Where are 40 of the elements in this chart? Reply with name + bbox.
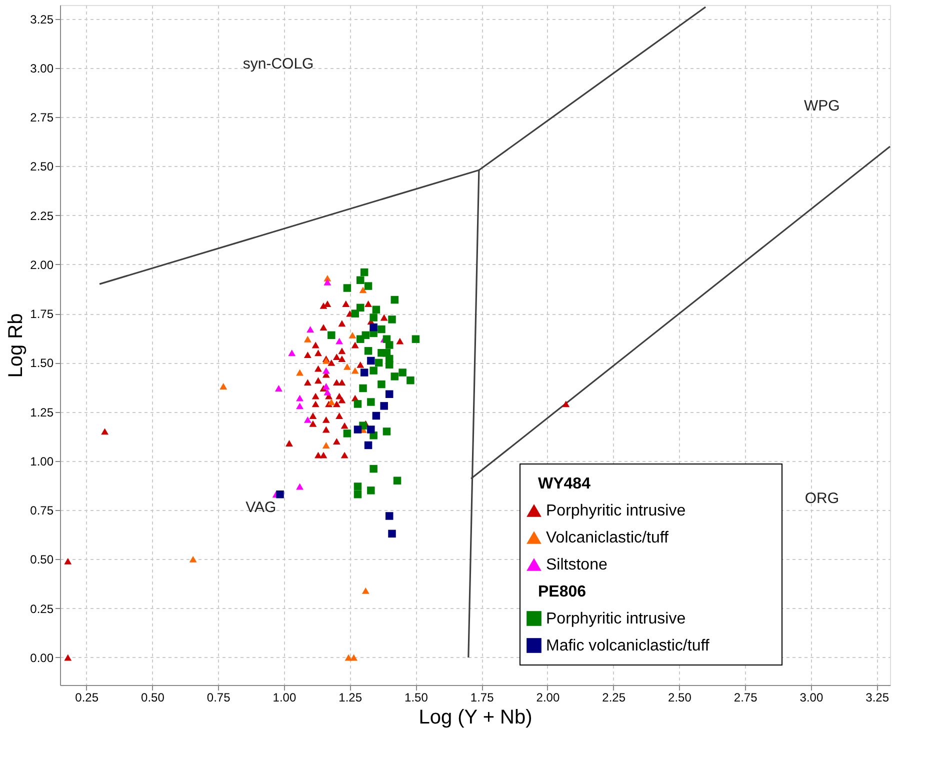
annotation: WY484	[538, 476, 591, 492]
x-tick-label: 0.50	[141, 690, 165, 704]
x-tick-label: 2.00	[536, 690, 560, 704]
legend-label: Porphyritic intrusive	[546, 502, 686, 520]
y-tick-label: 0.50	[30, 552, 54, 567]
y-tick-label: 3.25	[30, 12, 54, 26]
x-tick-label: 2.25	[602, 690, 626, 704]
y-tick-label: 0.25	[30, 602, 54, 616]
x-tick-label: 1.25	[338, 690, 362, 704]
annotation: VAG	[246, 498, 276, 516]
y-tick-label: 0.75	[30, 504, 54, 518]
annotation: WPG	[804, 98, 840, 115]
x-tick-label: 1.50	[404, 690, 428, 704]
y-axis-title: Log Rb	[5, 313, 28, 378]
x-axis-title: Log (Y + Nb)	[418, 706, 532, 728]
x-tick-label: 2.50	[668, 690, 692, 704]
y-tick-label: 1.25	[30, 405, 54, 420]
x-tick-label: 1.00	[272, 690, 296, 704]
y-tick-label: 3.00	[30, 61, 54, 76]
y-tick-label: 2.25	[30, 208, 54, 223]
y-tick-label: 2.00	[30, 258, 54, 272]
legend-label: Porphyritic intrusive	[546, 610, 686, 628]
y-tick-label: 1.75	[30, 307, 54, 322]
y-tick-label: 0.00	[30, 650, 54, 665]
legend-label: Siltstone	[546, 556, 608, 574]
y-tick-label: 1.00	[30, 454, 54, 468]
x-tick-label: 0.25	[75, 690, 99, 704]
legend-label: Mafic volcaniclastic/tuff	[546, 638, 710, 654]
x-tick-label: 3.25	[866, 690, 890, 704]
x-tick-label: 3.00	[800, 690, 824, 704]
annotation: PE806	[538, 584, 586, 600]
legend-label: Volcaniclastic/tuff	[546, 530, 669, 546]
x-tick-label: 0.75	[206, 690, 231, 704]
annotation: ORG	[804, 490, 840, 507]
y-tick-label: 2.50	[30, 160, 54, 174]
y-tick-label: 1.50	[30, 356, 54, 370]
annotation: syn-COLG	[242, 55, 314, 72]
x-tick-label: 2.75	[734, 690, 758, 704]
x-tick-label: 1.75	[470, 690, 494, 704]
y-tick-label: 2.75	[30, 110, 54, 125]
